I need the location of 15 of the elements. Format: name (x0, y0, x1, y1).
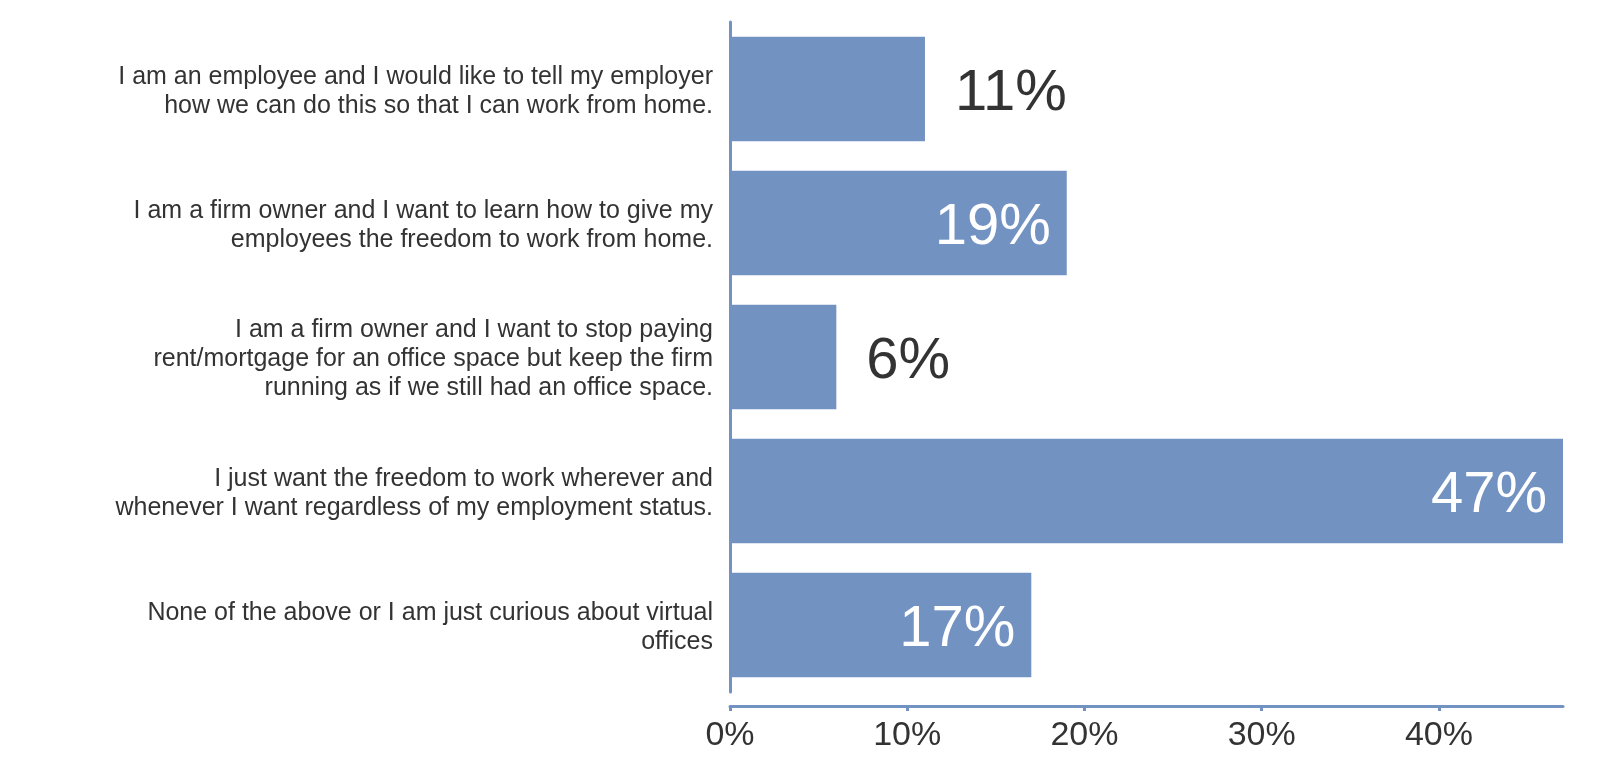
y-tick-label: I am a firm owner and I want to learn how to give my employees the freedom to work from home. (133, 194, 714, 252)
data-label: 11% (954, 56, 1067, 122)
x-tick-label: 20% (1050, 714, 1119, 752)
data-label: 17% (899, 592, 1016, 658)
x-tick-label: 10% (873, 714, 942, 752)
y-tick-label: I just want the freedom to work wherever and whenever I want regardless of my employment status. (114, 462, 713, 520)
data-label: 47% (1430, 458, 1547, 524)
y-tick-label: None of the above or I am just curious about virtual offices (147, 596, 713, 654)
x-tick-label: 30% (1227, 714, 1296, 752)
y-tick-label: I am a firm owner and I want to stop paying rent/mortgage for an office space but keep the firm running as if we still had an office space. (153, 314, 713, 400)
y-tick-label: I am an employee and I would like to tell my employer how we can do this so that I can work from home. (118, 60, 713, 118)
data-label: 19% (934, 190, 1051, 256)
x-tick-label: 0% (705, 714, 755, 752)
x-tick-label: 40% (1404, 714, 1473, 752)
data-label: 6% (866, 324, 951, 390)
